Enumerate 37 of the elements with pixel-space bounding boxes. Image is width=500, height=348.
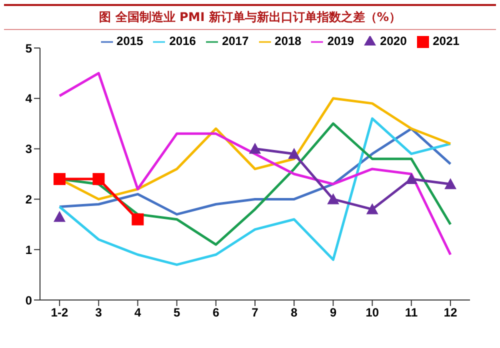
x-tick-label: 6 [212,306,220,320]
x-tick-label: 7 [252,306,259,320]
point [327,193,340,204]
y-tick-label: 4 [25,92,32,106]
legend-label: 2021 [432,34,460,48]
x-tick-label: 4 [134,306,142,320]
y-tick-label: 2 [25,192,32,206]
chart-title: 图 全国制造业 PMI 新订单与新出口订单指数之差（%） [4,4,496,30]
y-tick-label: 1 [25,242,32,257]
line-series [58,72,452,256]
point [54,173,66,186]
legend-label: 2017 [222,34,249,48]
x-tick-label: 12 [444,306,458,320]
x-tick-label: 5 [173,306,180,320]
legend-label: 2016 [169,34,196,48]
line-series [58,127,452,216]
point [92,173,105,186]
legend-label: 2019 [327,34,354,48]
point [444,178,456,190]
x-tick-label: 11 [405,306,418,320]
legend-label: 2018 [274,34,302,48]
point [366,203,378,214]
x-tick-label: 9 [330,306,337,320]
point [249,142,261,154]
y-tick-label: 0 [25,293,32,308]
point [288,148,300,159]
point [54,210,66,222]
y-tick-label: 5 [25,41,32,56]
x-tick-label: 8 [290,306,298,320]
point [132,213,144,226]
x-tick-label: 10 [366,306,380,320]
x-tick-label: 1-2 [50,306,69,320]
x-tick-label: 3 [95,306,102,320]
y-tick-label: 3 [25,142,32,156]
legend-label: 2020 [380,34,407,48]
line-series [58,117,452,266]
legend-label: 2015 [116,34,144,48]
